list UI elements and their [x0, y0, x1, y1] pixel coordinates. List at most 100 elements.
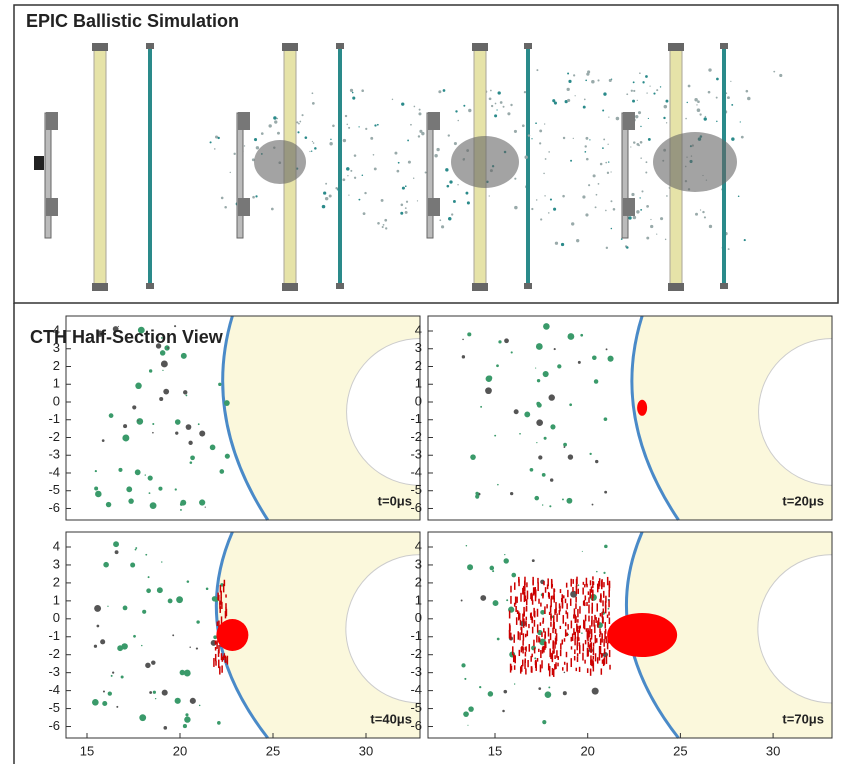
fragment	[504, 338, 509, 344]
spray	[639, 140, 643, 144]
spray	[346, 167, 350, 171]
spray	[521, 124, 525, 128]
fragment	[480, 405, 483, 408]
plate-cap	[336, 43, 344, 49]
red-debris	[529, 613, 532, 618]
fragment	[494, 434, 497, 437]
projectile	[34, 156, 44, 170]
spray	[314, 147, 317, 150]
spray	[358, 126, 360, 128]
spray	[337, 188, 341, 191]
spray	[603, 92, 607, 96]
spray	[747, 96, 751, 101]
fragment	[185, 394, 188, 397]
gray-cap	[623, 112, 635, 130]
red-debris	[582, 601, 585, 606]
y-tick-label: 0	[53, 610, 60, 625]
spray	[631, 192, 635, 197]
red-blob	[637, 399, 648, 416]
spray	[376, 123, 379, 126]
red-debris	[602, 590, 605, 598]
red-debris	[524, 646, 527, 651]
time-label: t=70μs	[782, 711, 824, 726]
fragment	[126, 486, 133, 493]
spray	[612, 208, 616, 211]
red-debris	[533, 588, 535, 596]
red-debris	[522, 613, 524, 622]
red-debris	[577, 629, 579, 639]
red-debris	[530, 655, 532, 662]
red-debris	[598, 578, 601, 587]
red-debris	[549, 633, 552, 641]
spray	[547, 212, 550, 214]
spray	[419, 129, 423, 133]
fragment	[548, 686, 551, 689]
red-debris	[524, 576, 526, 585]
spray	[773, 70, 776, 73]
red-debris	[514, 596, 517, 605]
spray	[304, 136, 308, 139]
teal-plate	[338, 45, 342, 288]
fragment	[158, 486, 163, 491]
red-debris	[557, 656, 559, 660]
spray	[731, 103, 734, 106]
spray	[543, 172, 545, 175]
fragment	[479, 685, 482, 689]
spray	[704, 115, 707, 118]
red-debris	[599, 628, 601, 634]
red-debris	[524, 595, 527, 602]
red-debris	[575, 667, 578, 672]
spray	[585, 157, 589, 161]
spray	[695, 212, 698, 216]
fragment	[492, 570, 495, 573]
red-debris	[563, 595, 565, 599]
x-tick-label: 30	[766, 743, 780, 758]
fragment	[503, 558, 509, 564]
red-debris	[587, 629, 590, 638]
spray	[696, 104, 698, 106]
red-debris	[603, 648, 606, 655]
spray	[438, 90, 442, 94]
spray	[365, 127, 368, 131]
red-debris	[605, 655, 608, 664]
spray	[553, 101, 557, 105]
panel-frame	[427, 315, 833, 521]
red-debris	[578, 637, 580, 641]
y-tick-label: -6	[410, 718, 422, 733]
plate-cap	[720, 283, 728, 289]
spray	[233, 152, 236, 156]
gray-cap	[623, 198, 635, 216]
boundary	[630, 315, 680, 521]
red-debris	[555, 607, 557, 614]
red-debris	[558, 609, 561, 615]
fragment	[534, 657, 537, 660]
red-debris	[216, 640, 218, 649]
fragment	[134, 548, 137, 551]
fragment	[467, 332, 472, 337]
fragment	[152, 690, 156, 694]
spray	[362, 212, 366, 216]
spray	[296, 121, 299, 124]
fragment	[135, 547, 138, 549]
red-debris	[592, 655, 595, 660]
spray	[436, 147, 440, 152]
red-debris	[512, 654, 515, 663]
cavity	[757, 554, 833, 704]
red-debris	[563, 638, 566, 642]
plate-cap	[720, 43, 728, 49]
spray	[610, 171, 612, 173]
spray	[588, 184, 591, 187]
fragment	[536, 419, 543, 427]
fragment	[180, 352, 187, 359]
red-debris	[576, 643, 579, 651]
spray	[640, 125, 642, 128]
fragment	[122, 605, 128, 611]
fragment	[108, 413, 114, 418]
spray	[424, 171, 427, 174]
red-debris	[603, 657, 606, 665]
spray	[255, 195, 258, 198]
red-debris	[548, 593, 550, 599]
red-debris	[600, 593, 602, 598]
spray	[463, 104, 466, 107]
